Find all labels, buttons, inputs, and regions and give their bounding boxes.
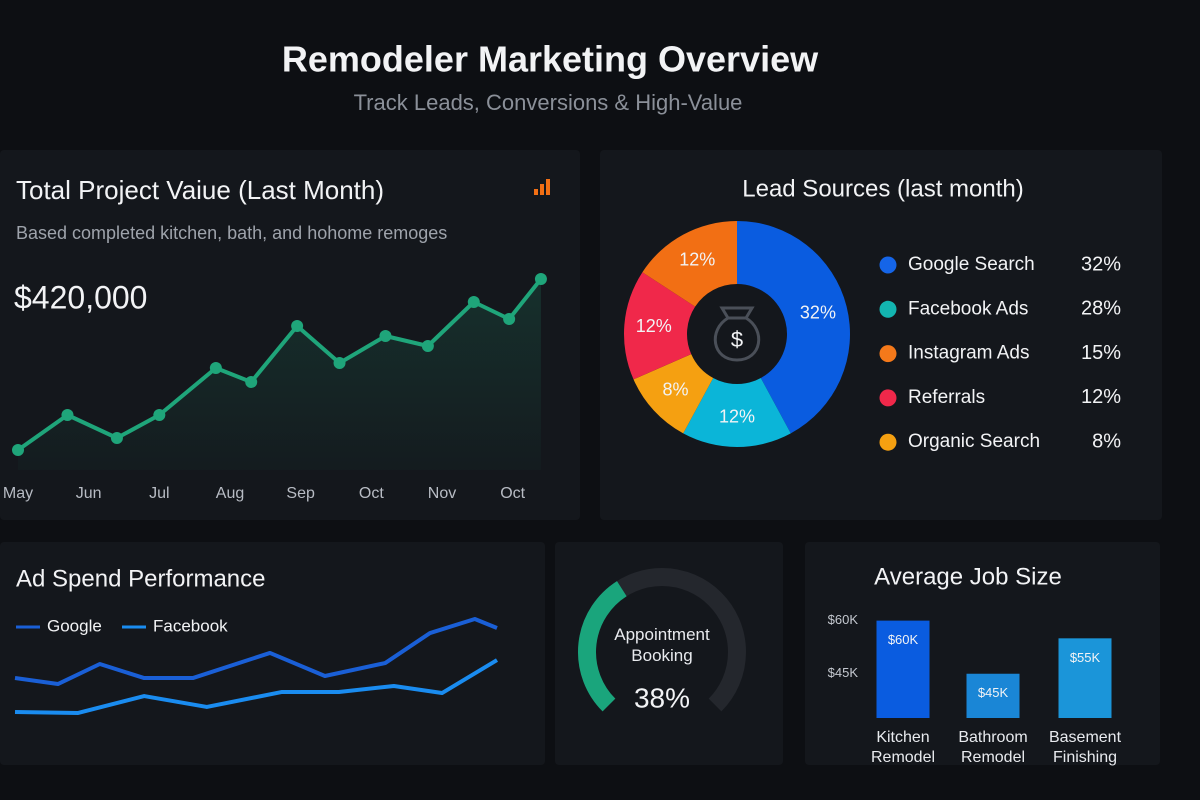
line [14,658,499,715]
legend-swatch [879,389,897,407]
chart-subtitle: Based completed kitchen, bath, and hohom… [16,223,447,243]
legend-value: 28% [1081,298,1121,320]
x-tick-label: Nov [428,485,456,502]
chart-title: Total Project Vaiue (Last Month) [16,175,384,205]
x-tick-label: May [3,485,33,502]
slice [683,377,791,447]
legend-swatch [879,256,897,274]
point [153,409,166,421]
legend-value: 15% [1081,342,1121,364]
legend-label: Facebook [153,616,228,635]
x-tick-label-box: Kitchen Remodel [870,729,936,766]
x-tick-label: Kitchen Remodel [870,729,936,766]
legend-label: Instagram Ads [908,343,1029,364]
bar [1058,638,1112,718]
x-tick-label: Oct [359,485,384,502]
page-title: Remodeler Marketing Overview [282,39,819,80]
bar-value-label: $60K [888,632,919,647]
point [503,313,516,325]
point [245,376,258,388]
x-tick-label: Jul [149,485,169,502]
bar-value-label: $55K [1070,650,1101,665]
legend-label: Referrals [908,387,985,408]
legend-swatch [879,345,897,363]
legend-value: 12% [1081,386,1121,408]
x-tick-label: Oct [500,485,525,502]
slice-label: 12% [636,316,672,336]
money-bag-icon: $ [713,306,761,362]
gauge-title-box: Appointment Booking [614,625,710,666]
line [14,617,498,687]
slice [642,221,737,307]
legend-swatch [879,300,897,318]
y-tick-label: $45K [828,665,859,680]
y-tick-label: $60K [828,612,859,627]
chart-title: Ad Spend Performance [16,565,265,592]
page-subtitle: Track Leads, Conversions & High-Value [354,90,743,115]
slice-label: 12% [719,406,755,426]
chart-title: Lead Sources (last month) [742,175,1023,202]
legend-value: 32% [1081,253,1121,275]
bar [966,673,1020,718]
point [421,340,434,352]
gauge-value [578,581,627,712]
chart-title: Average Job Size [874,563,1062,590]
bar [876,620,930,718]
point [61,409,74,421]
bar-value-label: $45K [978,685,1009,700]
slice [737,221,850,434]
legend-label: Facebook Ads [908,298,1028,319]
legend-label: Google Search [908,254,1035,275]
slice [624,272,696,380]
legend-swatch [879,433,897,451]
x-tick-label-box: Basement Finishing [1048,729,1122,766]
point [209,362,222,374]
x-tick-label-box: Bathroom Remodel [958,729,1028,766]
point [379,330,392,342]
legend-value: 8% [1092,430,1121,452]
gauge-value-label: 38% [634,682,690,713]
point [534,273,547,285]
slice-label: 8% [663,379,689,399]
x-tick-label: Bathroom Remodel [958,729,1028,766]
slice-label: 32% [800,302,836,322]
gauge-title: Appointment Booking [614,625,710,666]
headline-value: $420,000 [14,279,147,315]
bar-icon [534,179,550,195]
legend-label: Google [47,616,102,635]
point [291,320,304,332]
point [110,432,123,444]
svg-text:$: $ [731,327,743,352]
x-tick-label: Aug [216,485,244,502]
point [12,444,24,456]
slice [633,354,714,434]
legend-label: Organic Search [908,431,1040,452]
point [467,296,480,308]
x-tick-label: Sep [286,485,315,502]
slice-label: 12% [679,249,715,269]
point [333,357,346,369]
x-tick-label: Basement Finishing [1048,729,1122,766]
x-tick-label: Jun [76,485,102,502]
